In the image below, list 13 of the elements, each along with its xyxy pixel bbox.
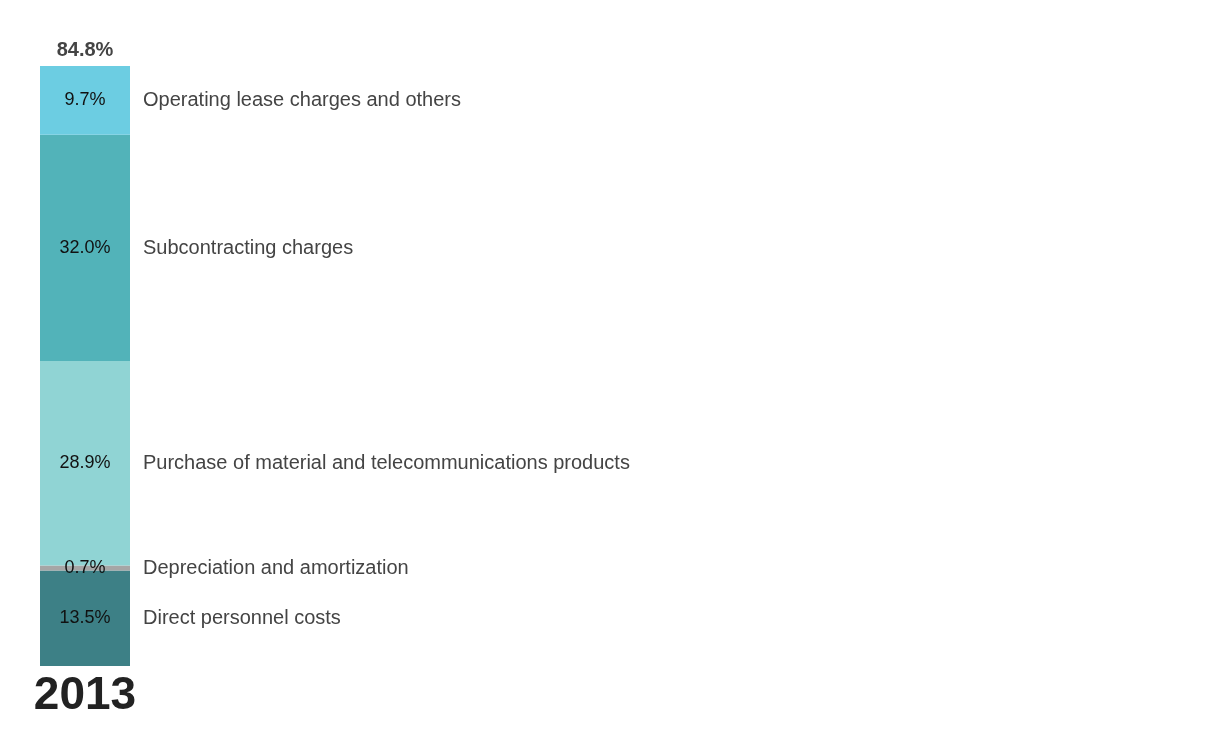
data-label: 32.0% [59, 236, 111, 257]
data-label: 9.7% [64, 89, 106, 110]
series-label: Operating lease charges and others [143, 88, 461, 111]
series-label: Purchase of material and telecommunications products [143, 451, 630, 474]
data-label: 28.9% [59, 452, 111, 473]
series-label: Subcontracting charges [143, 235, 354, 258]
total-label: 84.8% [56, 38, 114, 60]
series-label: Depreciation and amortization [143, 556, 409, 578]
bar [40, 134, 130, 362]
x-tick-label: 2013 [33, 666, 137, 719]
bar [40, 66, 130, 135]
data-label: 13.5% [59, 607, 111, 628]
series-label: Direct personnel costs [143, 606, 341, 629]
